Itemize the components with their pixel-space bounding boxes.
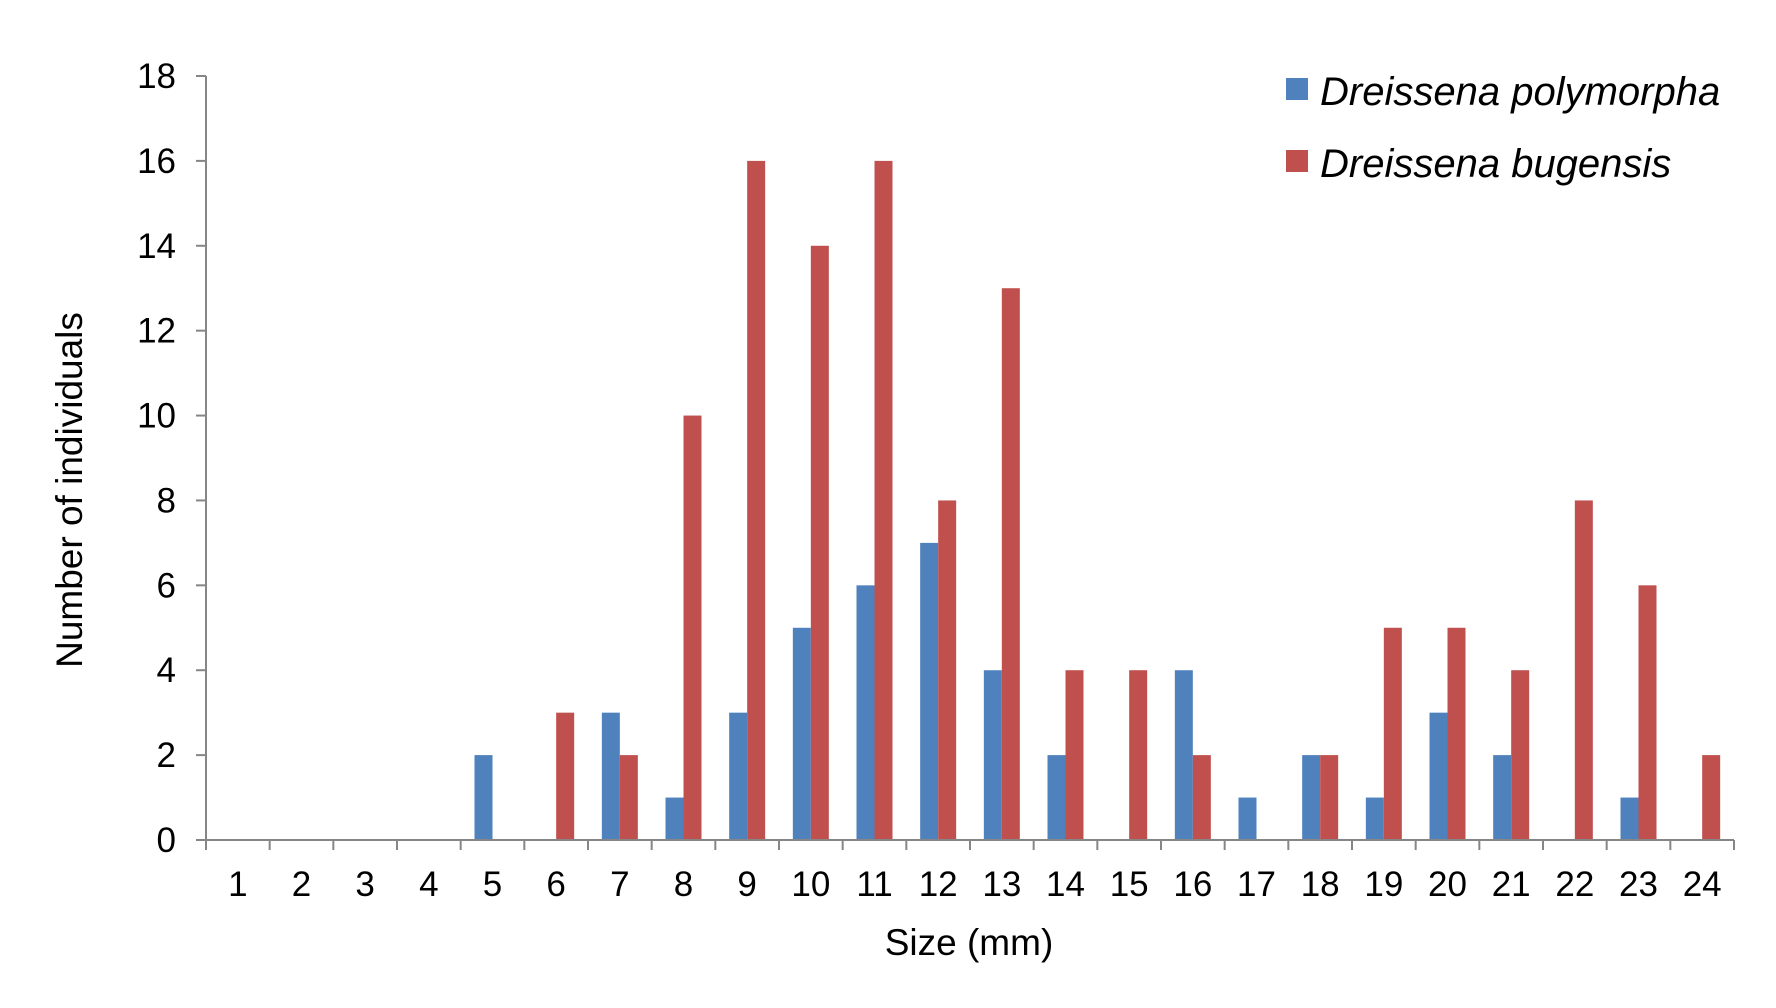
y-axis-title: Number of individuals <box>49 312 90 668</box>
y-tick-label: 2 <box>157 736 176 775</box>
y-tick-label: 4 <box>157 651 176 690</box>
y-tick-label: 16 <box>137 142 176 181</box>
bar-polymorpha-16 <box>1174 670 1193 840</box>
bar-bugensis-21 <box>1511 670 1530 840</box>
bar-bugensis-7 <box>619 755 638 840</box>
bar-polymorpha-10 <box>792 627 811 840</box>
bar-bugensis-24 <box>1702 755 1721 840</box>
bar-polymorpha-9 <box>729 712 748 840</box>
bar-polymorpha-19 <box>1365 797 1384 840</box>
bars-layer <box>474 160 1721 840</box>
legend-swatch-polymorpha <box>1286 78 1308 100</box>
bar-bugensis-8 <box>683 415 702 840</box>
legend: Dreissena polymorpha Dreissena bugensis <box>1286 70 1720 186</box>
x-tick-label: 16 <box>1173 865 1212 904</box>
bar-bugensis-22 <box>1574 500 1593 840</box>
y-tick-label: 10 <box>137 397 176 436</box>
bar-polymorpha-13 <box>983 670 1002 840</box>
bar-bugensis-13 <box>1001 288 1020 840</box>
bar-polymorpha-14 <box>1047 755 1066 840</box>
x-tick-label: 2 <box>292 865 311 904</box>
bar-polymorpha-5 <box>474 755 493 840</box>
bar-bugensis-9 <box>747 160 766 840</box>
x-tick-label: 3 <box>355 865 374 904</box>
x-tick-label: 4 <box>419 865 438 904</box>
bar-bugensis-20 <box>1447 627 1466 840</box>
bar-bugensis-11 <box>874 160 893 840</box>
legend-label-bugensis: Dreissena bugensis <box>1320 142 1671 186</box>
bar-polymorpha-17 <box>1238 797 1257 840</box>
x-tick-label: 14 <box>1046 865 1085 904</box>
bar-bugensis-12 <box>938 500 957 840</box>
bar-polymorpha-20 <box>1429 712 1448 840</box>
x-tick-label: 24 <box>1683 865 1722 904</box>
bar-polymorpha-18 <box>1302 755 1321 840</box>
y-tick-label: 6 <box>157 566 176 605</box>
x-tick-label: 1 <box>228 865 247 904</box>
x-tick-label: 18 <box>1301 865 1340 904</box>
x-tick-label: 5 <box>483 865 502 904</box>
y-tick-label: 12 <box>137 312 176 351</box>
legend-swatch-bugensis <box>1286 150 1308 172</box>
y-tick-label: 14 <box>137 227 176 266</box>
bar-bugensis-14 <box>1065 670 1084 840</box>
x-tick-label: 19 <box>1364 865 1403 904</box>
bar-bugensis-10 <box>810 245 829 840</box>
x-tick-label: 9 <box>737 865 756 904</box>
x-tick-label: 17 <box>1237 865 1276 904</box>
x-tick-label: 12 <box>919 865 958 904</box>
x-tick-label: 23 <box>1619 865 1658 904</box>
x-axis-title: Size (mm) <box>885 922 1054 963</box>
x-tick-label: 6 <box>546 865 565 904</box>
y-tick-label: 8 <box>157 481 176 520</box>
x-tick-label: 8 <box>674 865 693 904</box>
bar-polymorpha-12 <box>920 542 939 840</box>
y-tick-label: 18 <box>137 57 176 96</box>
bar-polymorpha-11 <box>856 585 875 840</box>
y-tick-label: 0 <box>157 821 176 860</box>
x-tick-label: 11 <box>856 865 892 904</box>
bar-polymorpha-21 <box>1493 755 1512 840</box>
bar-bugensis-16 <box>1192 755 1211 840</box>
legend-label-polymorpha: Dreissena polymorpha <box>1320 70 1720 114</box>
x-tick-label: 22 <box>1555 865 1594 904</box>
bar-bugensis-18 <box>1320 755 1339 840</box>
x-tick-label: 7 <box>610 865 629 904</box>
x-tick-label: 13 <box>982 865 1021 904</box>
bar-bugensis-6 <box>556 712 575 840</box>
axes-layer <box>196 75 1735 850</box>
bar-bugensis-19 <box>1383 627 1402 840</box>
x-tick-label: 10 <box>791 865 830 904</box>
bar-bugensis-23 <box>1638 585 1657 840</box>
bar-bugensis-15 <box>1129 670 1148 840</box>
bar-polymorpha-7 <box>601 712 620 840</box>
bar-polymorpha-8 <box>665 797 684 840</box>
x-tick-label: 21 <box>1492 865 1531 904</box>
x-tick-label: 20 <box>1428 865 1467 904</box>
bar-polymorpha-23 <box>1620 797 1639 840</box>
x-tick-label: 15 <box>1110 865 1149 904</box>
